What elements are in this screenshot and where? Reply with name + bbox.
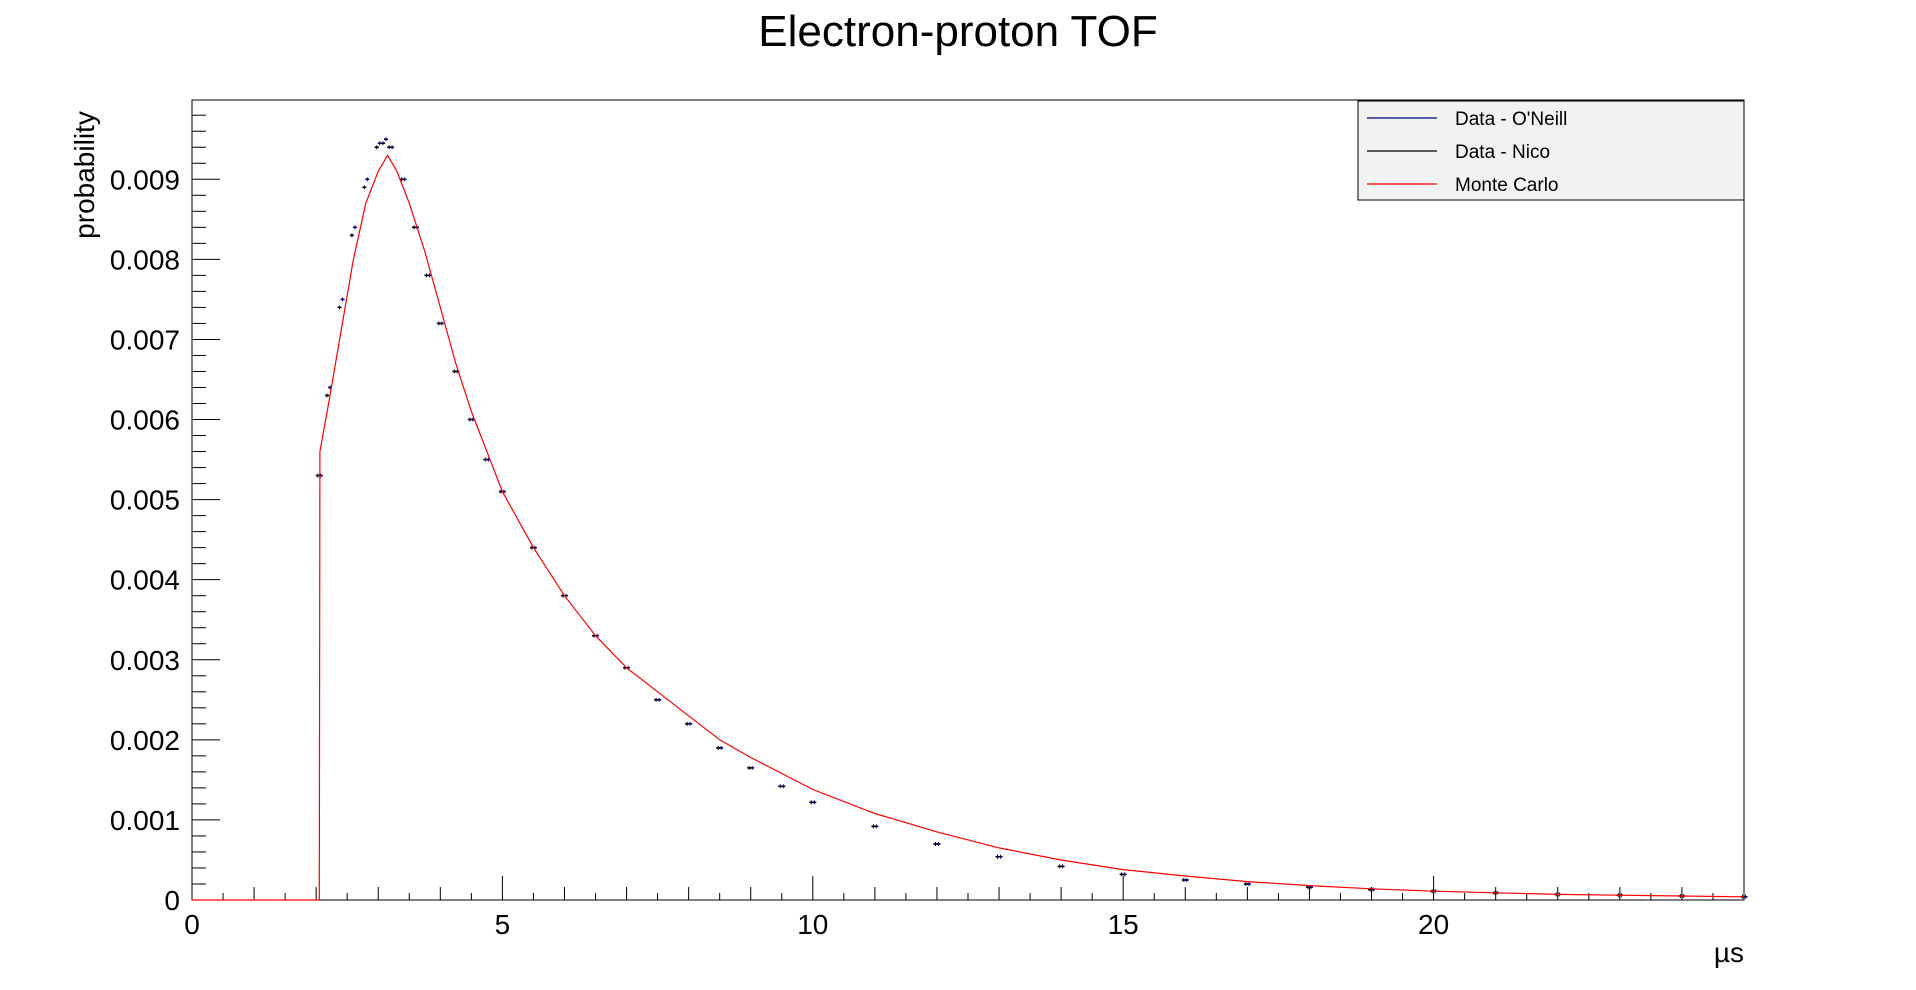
x-tick-label: 5 xyxy=(495,909,511,940)
chart-title: Electron-proton TOF xyxy=(758,7,1157,56)
x-tick-label: 10 xyxy=(797,909,828,940)
x-axis-label: µs xyxy=(1714,937,1744,968)
legend-entry: Monte Carlo xyxy=(1367,175,1559,196)
y-tick-label: 0.002 xyxy=(110,725,180,756)
y-tick-label: 0.005 xyxy=(110,485,180,516)
y-tick-label: 0 xyxy=(164,885,180,916)
y-tick-label: 0.001 xyxy=(110,805,180,836)
legend-label: Data - O'Neill xyxy=(1455,109,1567,130)
y-tick-label: 0.003 xyxy=(110,645,180,676)
x-axis: 0 5 10 15 20 xyxy=(184,876,1745,940)
legend-label: Data - Nico xyxy=(1455,142,1550,163)
series-line xyxy=(192,154,1745,901)
series-2 xyxy=(192,154,1745,901)
y-axis-label: probability xyxy=(69,111,100,239)
series-1 xyxy=(315,141,1745,899)
y-tick-label: 0.006 xyxy=(110,405,180,436)
y-tick-label: 0.004 xyxy=(110,565,180,596)
y-axis: 0 0.001 0.002 0.003 0.004 0.005 0.006 0.007 0.00… xyxy=(110,114,220,916)
legend: Data - O'Neill Data - Nico Monte Carlo xyxy=(1357,100,1745,201)
y-tick-label: 0.009 xyxy=(110,164,180,195)
x-tick-label: 20 xyxy=(1418,909,1449,940)
y-tick-label: 0.007 xyxy=(110,324,180,355)
x-tick-label: 15 xyxy=(1108,909,1139,940)
series-0 xyxy=(318,137,1748,899)
legend-entry: Data - O'Neill xyxy=(1367,109,1567,130)
series-layer xyxy=(192,137,1748,901)
legend-label: Monte Carlo xyxy=(1455,175,1559,196)
y-tick-label: 0.008 xyxy=(110,244,180,275)
plot-frame xyxy=(191,99,1745,901)
legend-entry: Data - Nico xyxy=(1367,142,1550,163)
x-tick-label: 0 xyxy=(184,909,200,940)
